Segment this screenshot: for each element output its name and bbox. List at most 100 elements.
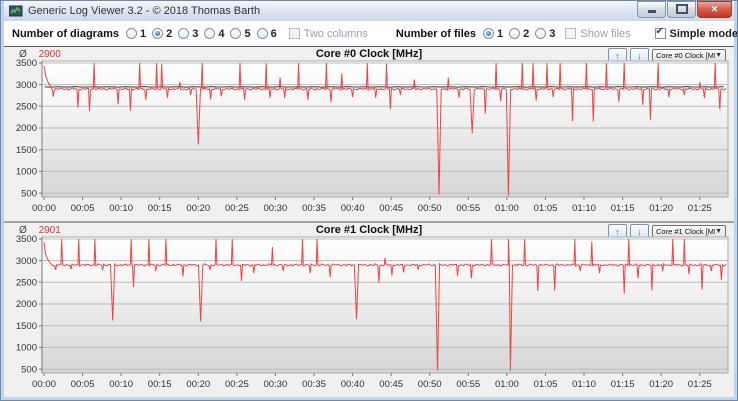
- average-value: 2901: [38, 225, 61, 236]
- diagrams-radio-2[interactable]: 2: [152, 28, 172, 40]
- svg-text:01:10: 01:10: [572, 379, 596, 390]
- svg-text:3000: 3000: [16, 256, 37, 267]
- radio-icon: [178, 28, 190, 39]
- down-arrow-icon: ↓: [637, 50, 642, 61]
- svg-text:00:30: 00:30: [264, 379, 288, 390]
- svg-text:1000: 1000: [16, 343, 37, 354]
- svg-text:00:35: 00:35: [302, 379, 326, 390]
- minimize-button[interactable]: [637, 0, 666, 18]
- checkbox-icon: [565, 28, 577, 39]
- radio-icon: [230, 28, 242, 39]
- number-of-files-label: Number of files: [395, 27, 476, 40]
- svg-text:500: 500: [21, 188, 37, 199]
- svg-text:00:10: 00:10: [109, 203, 133, 214]
- radio-selected-icon: [483, 28, 494, 39]
- radio-icon: [256, 28, 268, 39]
- svg-text:00:40: 00:40: [341, 379, 365, 390]
- two-columns-checkbox[interactable]: Two columns: [288, 28, 368, 40]
- svg-text:00:20: 00:20: [186, 203, 210, 214]
- average-symbol: Ø: [19, 225, 27, 236]
- chart-panel-core0: Ø 2900 Core #0 Clock [MHz] ↑ ↓ Core #0 C…: [4, 47, 734, 221]
- svg-text:00:45: 00:45: [379, 203, 403, 214]
- average-value: 2900: [38, 49, 61, 60]
- up-arrow-icon: ↑: [615, 226, 620, 237]
- svg-text:500: 500: [21, 364, 37, 375]
- simple-mode-checkbox[interactable]: Simple mode: [654, 26, 738, 40]
- svg-text:01:05: 01:05: [534, 203, 558, 214]
- files-radio-1[interactable]: 1: [483, 28, 503, 40]
- svg-text:00:15: 00:15: [148, 203, 172, 214]
- svg-text:00:30: 00:30: [264, 203, 288, 214]
- svg-text:01:25: 01:25: [688, 203, 712, 214]
- diagrams-radio-5[interactable]: 5: [230, 28, 251, 40]
- radio-icon: [509, 28, 521, 39]
- svg-text:01:20: 01:20: [649, 379, 673, 390]
- svg-text:1000: 1000: [16, 167, 37, 178]
- svg-text:2500: 2500: [16, 278, 37, 289]
- svg-text:3000: 3000: [16, 80, 37, 91]
- svg-text:00:50: 00:50: [418, 203, 442, 214]
- down-arrow-icon: ↓: [637, 226, 642, 237]
- svg-text:1500: 1500: [16, 321, 37, 332]
- svg-text:01:25: 01:25: [688, 379, 712, 390]
- diagrams-radio-6[interactable]: 6: [256, 28, 277, 40]
- app-logo-icon: [9, 5, 23, 17]
- show-files-checkbox[interactable]: Show files: [565, 28, 631, 40]
- svg-text:3500: 3500: [16, 59, 37, 69]
- chevron-down-icon: ▼: [715, 52, 722, 59]
- chevron-down-icon: ▼: [715, 228, 722, 235]
- svg-text:2000: 2000: [16, 299, 37, 310]
- core0-plot: 3500 3000 2500 2000 1500 1000 500 00:00 00:05 00:…: [16, 59, 729, 214]
- svg-text:00:00: 00:00: [32, 203, 56, 214]
- number-of-diagrams-label: Number of diagrams: [12, 27, 119, 40]
- core1-plot: 3500 3000 2500 2000 1500 1000 500 00:00 00:05 00:…: [16, 235, 729, 390]
- average-readout: Ø 2901: [19, 225, 61, 236]
- maximize-icon: [675, 4, 688, 14]
- svg-text:01:00: 01:00: [495, 203, 519, 214]
- checkbox-icon: [288, 28, 300, 39]
- svg-text:00:55: 00:55: [456, 203, 480, 214]
- svg-text:01:15: 01:15: [611, 379, 635, 390]
- radio-selected-icon: [152, 28, 164, 39]
- radio-icon: [535, 28, 547, 39]
- svg-text:01:00: 01:00: [495, 379, 519, 390]
- diagrams-radio-1[interactable]: 1: [125, 28, 146, 40]
- checkbox-checked-icon: [654, 26, 666, 39]
- diagrams-radio-3[interactable]: 3: [178, 28, 198, 40]
- charts-area: Ø 2900 Core #0 Clock [MHz] ↑ ↓ Core #0 C…: [4, 47, 734, 397]
- svg-text:00:10: 00:10: [109, 379, 133, 390]
- svg-text:01:15: 01:15: [611, 203, 635, 214]
- radio-icon: [204, 28, 216, 39]
- window-title: Generic Log Viewer 3.2 - © 2018 Thomas B…: [28, 5, 261, 17]
- svg-text:00:20: 00:20: [186, 379, 210, 390]
- close-icon: ✕: [710, 3, 719, 14]
- svg-text:2500: 2500: [16, 102, 37, 113]
- svg-text:3500: 3500: [16, 235, 37, 245]
- chart-title: Core #0 Clock [MHz]: [315, 48, 423, 60]
- average-readout: Ø 2900: [19, 49, 61, 60]
- svg-text:00:05: 00:05: [71, 379, 95, 390]
- files-radio-3[interactable]: 3: [535, 28, 555, 40]
- diagrams-radio-4[interactable]: 4: [204, 28, 224, 40]
- svg-text:00:25: 00:25: [225, 203, 249, 214]
- svg-text:01:10: 01:10: [572, 203, 596, 214]
- close-button[interactable]: ✕: [697, 0, 732, 18]
- chart-down-button[interactable]: ↓: [630, 48, 649, 63]
- svg-text:00:25: 00:25: [225, 379, 249, 390]
- svg-text:2000: 2000: [16, 123, 37, 134]
- svg-text:00:50: 00:50: [418, 379, 442, 390]
- svg-text:00:05: 00:05: [71, 203, 95, 214]
- svg-text:00:45: 00:45: [379, 379, 403, 390]
- up-arrow-icon: ↑: [615, 50, 620, 61]
- titlebar: Generic Log Viewer 3.2 - © 2018 Thomas B…: [4, 0, 734, 21]
- maximize-button[interactable]: [667, 0, 696, 18]
- svg-text:1500: 1500: [16, 145, 37, 156]
- chart-title: Core #1 Clock [MHz]: [315, 224, 423, 236]
- chart-panel-core1: Ø 2901 Core #1 Clock [MHz] ↑ ↓ Core #1 C…: [4, 221, 734, 397]
- files-radio-2[interactable]: 2: [509, 28, 529, 40]
- radio-icon: [125, 28, 137, 39]
- svg-text:01:20: 01:20: [649, 203, 673, 214]
- svg-text:01:05: 01:05: [534, 379, 558, 390]
- svg-text:00:55: 00:55: [456, 379, 480, 390]
